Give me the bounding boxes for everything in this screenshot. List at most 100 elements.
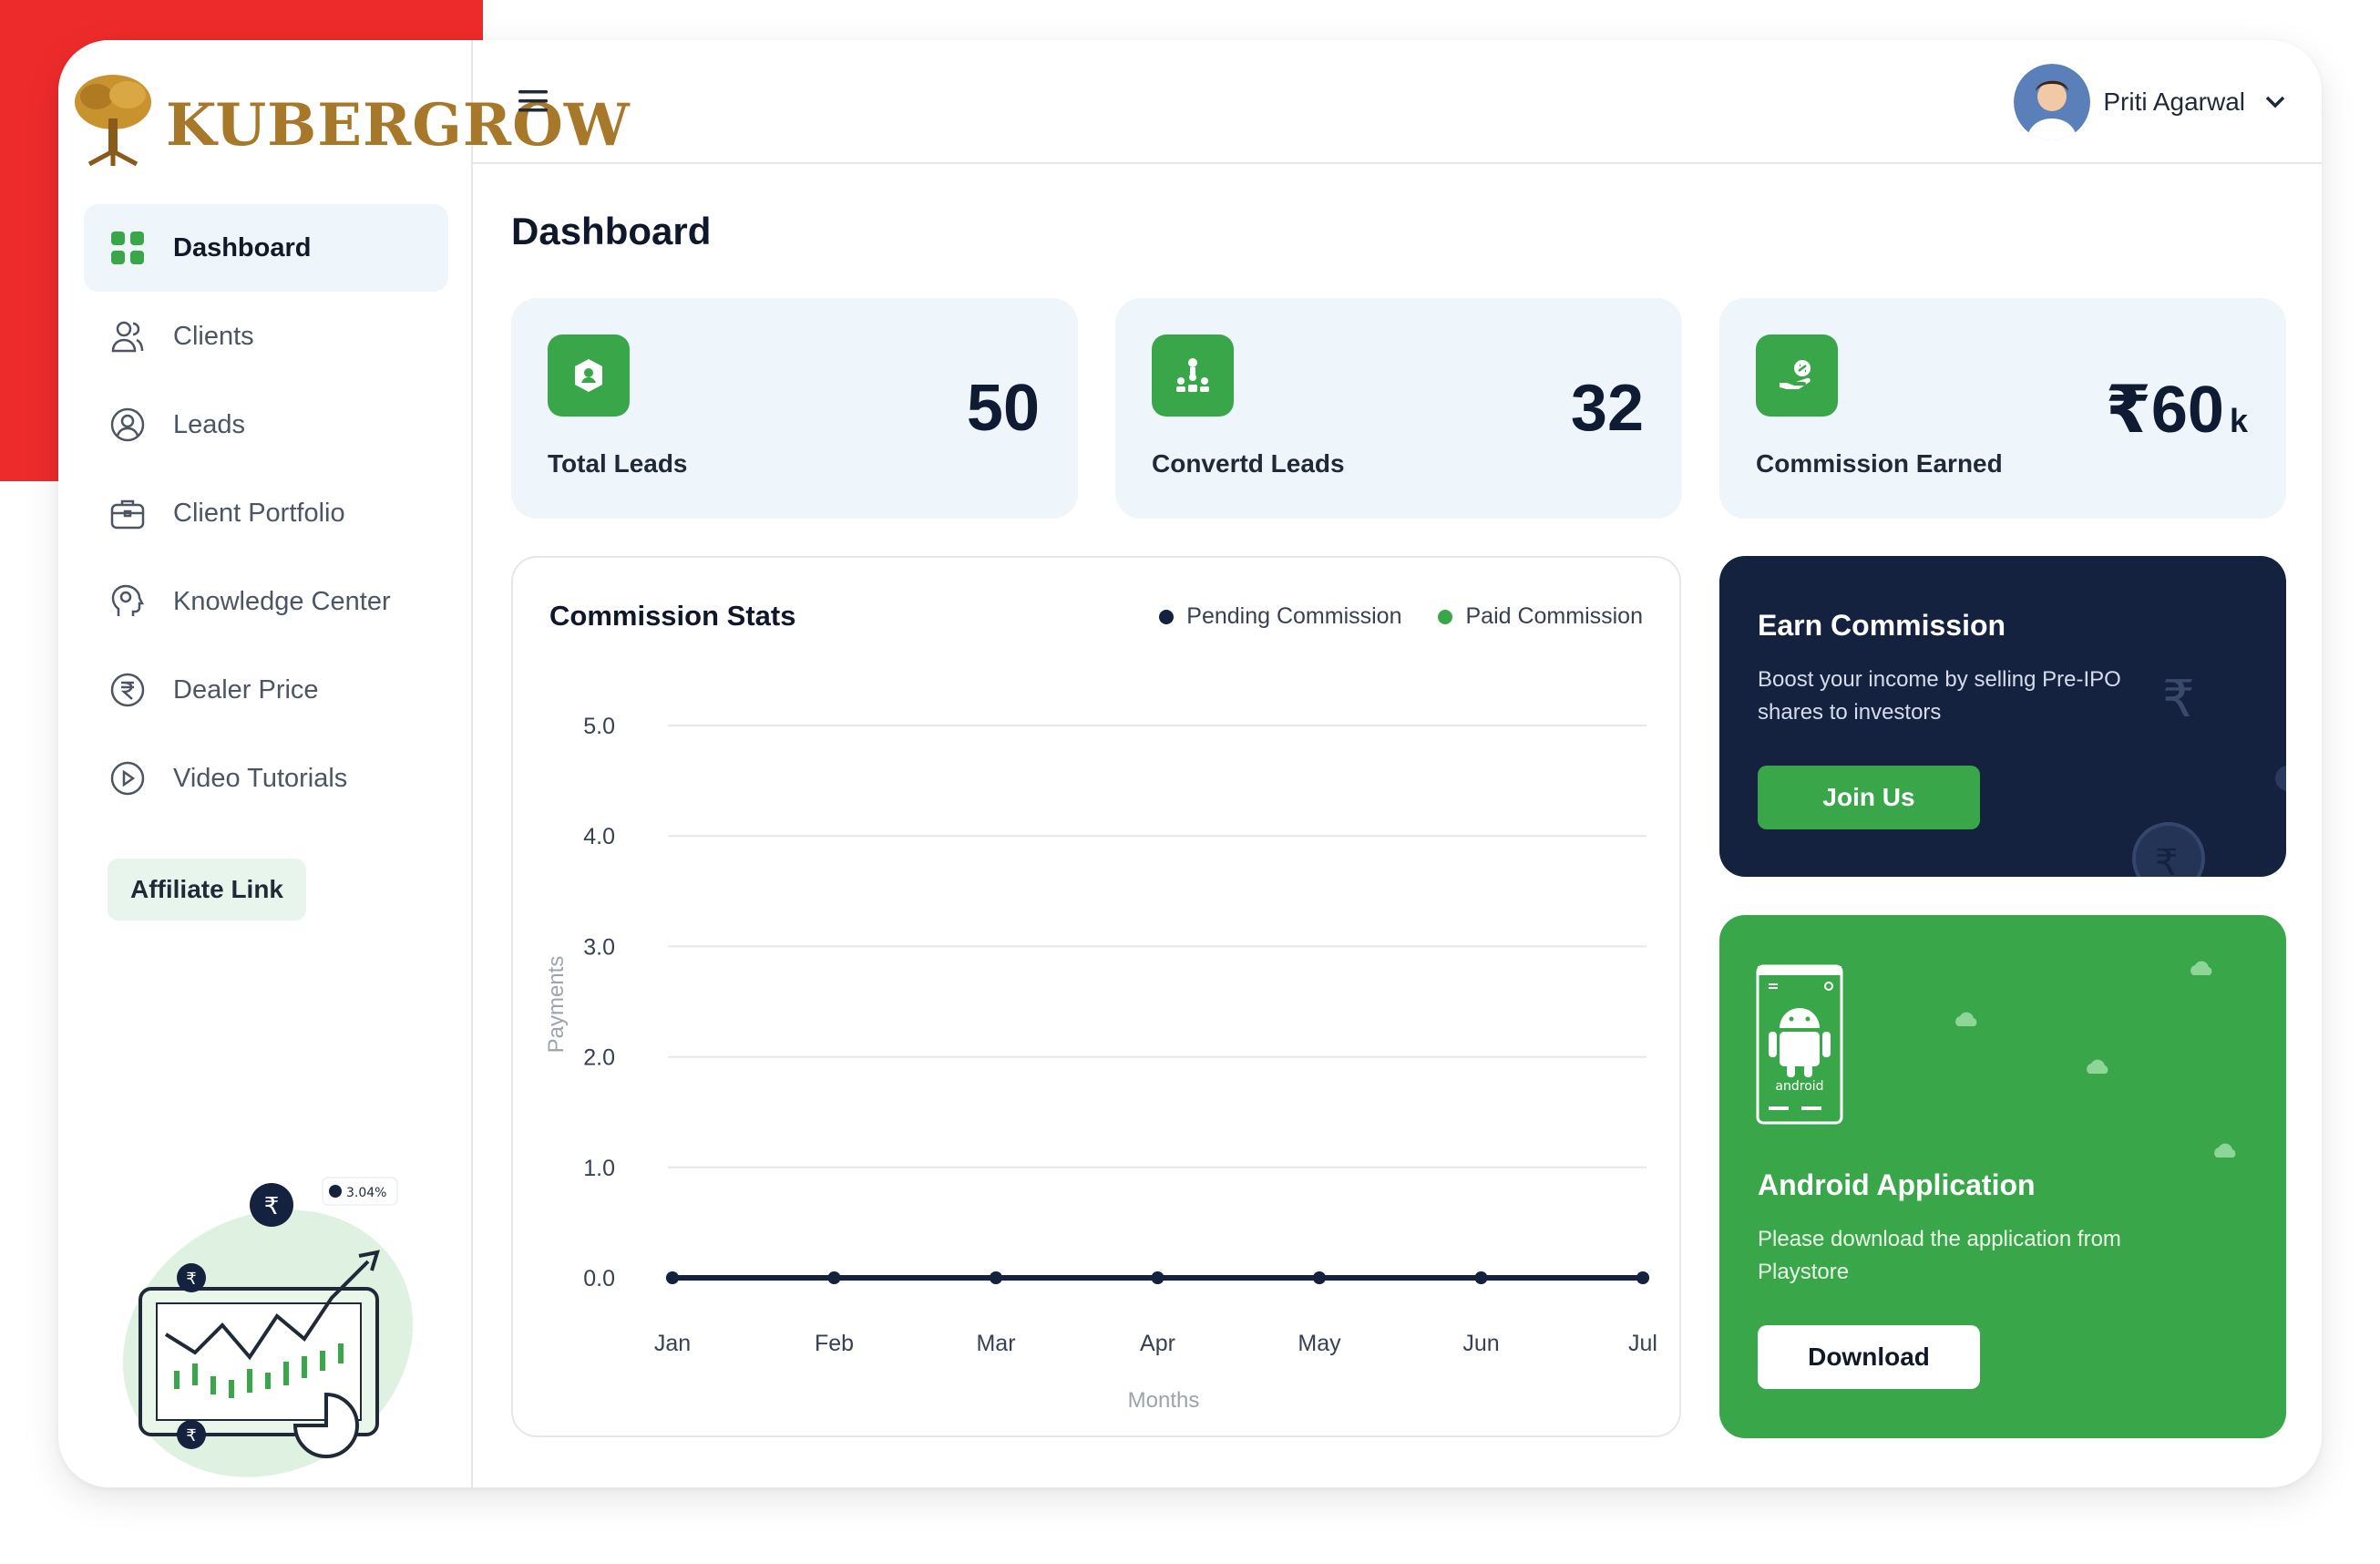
x-tick-label: Feb (815, 1331, 854, 1356)
chart-title: Commission Stats (549, 600, 796, 632)
brand-name: KUBERGROW (166, 91, 631, 159)
x-axis-label: Months (1128, 1388, 1200, 1413)
commission-line-chart: 0.0 1.0 2.0 3.0 4.0 5.0 Jan Feb Mar Apr May Jun Jul M… (544, 714, 1657, 1413)
sidebar-item-client-portfolio[interactable]: Client Portfolio (84, 469, 448, 557)
svg-text:₹: ₹ (2162, 670, 2195, 729)
data-point (666, 1271, 679, 1284)
tree-logo-icon (75, 75, 151, 167)
android-description: Please download the application from Pla… (1758, 1227, 2121, 1284)
sidebar-item-label: Client Portfolio (173, 498, 345, 528)
hand-money-icon (1756, 334, 1838, 417)
stock-market-illustration: ₹ ₹ ₹ 3.04% (122, 1177, 414, 1477)
android-app-card: android Android Application Please downl… (1719, 915, 2286, 1438)
y-tick-label: 0.0 (583, 1266, 615, 1291)
hierarchy-icon (1152, 334, 1234, 417)
legend-dot (1159, 609, 1175, 624)
sidebar: KUBERGROW Dashboard Clients (58, 40, 630, 1487)
app-window: KUBERGROW Dashboard Clients (58, 40, 2322, 1487)
svg-text:₹: ₹ (2155, 842, 2178, 877)
grid-icon (111, 232, 144, 264)
stat-card-total-leads: Total Leads 50 (511, 298, 1078, 519)
stat-value: ₹60 k (2105, 374, 2248, 447)
x-tick-label: Jun (1462, 1331, 1499, 1356)
x-tick-label: Apr (1140, 1331, 1175, 1356)
x-tick-label: May (1298, 1331, 1341, 1356)
sidebar-item-label: Leads (173, 409, 246, 439)
stat-card-commission-earned: Commission Earned ₹60 k (1719, 298, 2286, 519)
sidebar-item-dashboard[interactable]: Dashboard (84, 204, 448, 292)
stat-value: 32 (1570, 372, 1644, 445)
android-title: Android Application (1758, 1168, 2036, 1201)
page-title: Dashboard (511, 210, 712, 252)
coin-decoration-icon: ₹ (2132, 822, 2205, 877)
y-axis-label: Payments (544, 956, 569, 1054)
legend-item-paid[interactable]: Paid Commission (1438, 603, 1643, 630)
earn-description: Boost your income by selling Pre-IPO sha… (1758, 667, 2121, 725)
stat-value: 50 (966, 372, 1040, 445)
y-tick-label: 4.0 (583, 824, 615, 849)
x-tick-label: Jan (654, 1331, 691, 1356)
y-tick-label: 5.0 (583, 714, 615, 739)
brain-icon (111, 584, 145, 616)
stat-card-converted-leads: Convertd Leads 32 (1115, 298, 1682, 519)
download-button[interactable]: Download (1758, 1325, 1980, 1389)
svg-text:₹: ₹ (186, 1270, 196, 1289)
data-point (1151, 1271, 1164, 1284)
sidebar-item-knowledge-center[interactable]: Knowledge Center (84, 558, 448, 645)
brand-logo[interactable]: KUBERGROW (67, 64, 630, 173)
cloud-decoration-icon (2087, 1059, 2108, 1074)
user-badge-icon (110, 407, 145, 442)
rupee-decoration-icon: ₹ (2162, 670, 2195, 729)
illustration-badge: 3.04% (346, 1186, 386, 1200)
y-tick-label: 2.0 (583, 1045, 615, 1071)
data-point (1474, 1271, 1488, 1284)
cloud-decoration-icon (2214, 1143, 2236, 1158)
commission-stats-card: Commission Stats Pending Commission Paid… (511, 556, 1681, 1437)
chevron-down-icon (2265, 96, 2285, 108)
stat-label: Commission Earned (1756, 449, 2003, 478)
sidebar-item-label: Dealer Price (173, 674, 319, 705)
svg-text:₹: ₹ (264, 1193, 280, 1220)
user-menu[interactable]: Priti Agarwal (2014, 64, 2285, 140)
legend-label: Paid Commission (1465, 603, 1643, 629)
sidebar-item-label: Clients (173, 321, 254, 351)
y-tick-label: 1.0 (583, 1156, 615, 1181)
stat-label: Total Leads (548, 449, 688, 478)
users-icon (111, 321, 144, 353)
avatar (2014, 64, 2091, 140)
rupee-icon (110, 673, 145, 707)
affiliate-link-button[interactable]: Affiliate Link (108, 859, 306, 921)
phone-label: android (1775, 1079, 1823, 1094)
briefcase-icon (110, 499, 145, 530)
android-phone-icon: android (1756, 964, 1843, 1125)
legend-dot (1438, 609, 1453, 624)
svg-text:₹: ₹ (186, 1426, 196, 1446)
coin-small-decoration-icon (2275, 766, 2286, 791)
earn-title: Earn Commission (1758, 609, 2006, 642)
x-tick-label: Jul (1628, 1331, 1657, 1356)
sidebar-item-video-tutorials[interactable]: Video Tutorials (84, 735, 448, 822)
y-tick-label: 3.0 (583, 934, 615, 960)
x-tick-label: Mar (976, 1331, 1015, 1356)
sidebar-item-leads[interactable]: Leads (84, 381, 448, 468)
sidebar-item-label: Knowledge Center (173, 586, 391, 616)
hamburger-menu-icon[interactable] (517, 87, 549, 115)
legend-item-pending[interactable]: Pending Commission (1159, 603, 1401, 630)
sidebar-nav: Dashboard Clients Leads (84, 204, 448, 823)
data-point (827, 1271, 841, 1284)
sidebar-item-dealer-price[interactable]: Dealer Price (84, 646, 448, 734)
sidebar-item-clients[interactable]: Clients (84, 293, 448, 380)
lead-icon (548, 334, 630, 417)
data-point (1636, 1271, 1649, 1284)
user-name: Priti Agarwal (2103, 87, 2245, 116)
play-icon (110, 761, 145, 796)
sidebar-item-label: Video Tutorials (173, 763, 348, 793)
sidebar-item-label: Dashboard (173, 232, 312, 262)
join-us-button[interactable]: Join Us (1758, 766, 1980, 829)
cloud-decoration-icon (2190, 961, 2212, 975)
data-point (990, 1271, 1002, 1284)
legend-label: Pending Commission (1186, 603, 1402, 629)
cloud-decoration-icon (1955, 1012, 1977, 1026)
top-bar: Priti Agarwal (473, 40, 2322, 164)
data-point (1313, 1271, 1326, 1284)
